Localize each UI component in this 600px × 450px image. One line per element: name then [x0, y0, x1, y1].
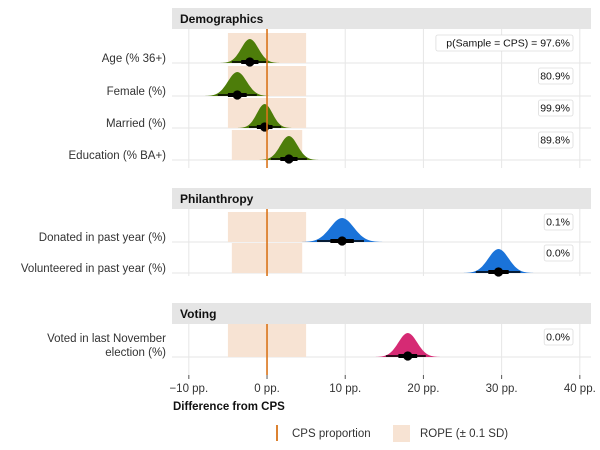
median-point — [493, 267, 504, 277]
probability-label: 89.8% — [540, 135, 570, 147]
panel-title: Philanthropy — [180, 192, 254, 206]
probability-box — [435, 34, 574, 52]
density-voted-in-last-november-election- — [370, 333, 446, 357]
panel-strip — [172, 188, 591, 209]
panel-strip — [172, 8, 591, 29]
probability-box — [538, 67, 574, 85]
median-point — [403, 351, 413, 361]
row: Volunteered in past year (%) 0.0% — [21, 244, 574, 277]
panel-philanthropy: Philanthropy Donated in past year (%) 0.1%… — [21, 188, 591, 277]
row-label: Age (% 36+) — [102, 53, 166, 65]
row-label: Donated in past year (%) — [39, 232, 166, 244]
row: Married (%) 99.9% — [106, 99, 574, 132]
x-tick-label: 20 pp. — [407, 383, 439, 395]
density-volunteered-in-past-year- — [457, 249, 540, 273]
probability-box — [538, 99, 574, 117]
row: Voted in last November election (%) 0.0% — [47, 328, 574, 361]
row: Age (% 36+) p(Sample = CPS) = 97.6% — [102, 34, 574, 67]
row-label: Married (%) — [106, 118, 166, 130]
probability-label: 0.1% — [546, 217, 570, 229]
x-tick-label: 30 pp. — [486, 383, 518, 395]
probability-label: 99.9% — [540, 103, 570, 115]
median-point — [245, 57, 255, 67]
density-education-ba- — [254, 136, 324, 160]
panel-title: Demographics — [180, 12, 264, 26]
median-point — [284, 154, 294, 164]
x-axis-title: Difference from CPS — [173, 401, 285, 413]
median-point — [337, 236, 347, 246]
probability-label: 80.9% — [540, 71, 570, 83]
panel-demographics: Demographics Age (% 36+) p(Sample = CPS) =… — [69, 8, 591, 164]
probability-label: 0.0% — [546, 332, 570, 344]
row: Female (%) 80.9% — [107, 67, 574, 100]
density-age-36- — [215, 39, 285, 63]
row: Donated in past year (%) 0.1% — [39, 213, 574, 246]
panel-title: Voting — [180, 307, 216, 321]
legend-cps-label: CPS proportion — [292, 428, 371, 440]
legend-rope-label: ROPE (± 0.1 SD) — [420, 428, 508, 440]
median-point — [260, 122, 270, 132]
x-axis: −10 pp. 0 pp. 10 pp. 20 pp. 30 pp. 40 pp. Diff… — [169, 375, 596, 413]
x-tick-label: 40 pp. — [564, 383, 596, 395]
row-label: Education (% BA+) — [69, 150, 167, 162]
row-label: Volunteered in past year (%) — [21, 263, 166, 275]
legend-rope-swatch — [393, 425, 410, 442]
x-tick-label: 10 pp. — [329, 383, 361, 395]
probability-box — [538, 131, 574, 149]
probability-label: p(Sample = CPS) = 97.6% — [446, 38, 570, 50]
probability-box — [543, 328, 574, 346]
panel-strip — [172, 303, 591, 324]
x-tick-label: −10 pp. — [169, 383, 208, 395]
panels: Demographics Age (% 36+) p(Sample = CPS) =… — [21, 8, 591, 361]
row-label: Female (%) — [107, 86, 167, 98]
legend: CPS proportion ROPE (± 0.1 SD) — [276, 425, 508, 442]
row-label: Voted in last November — [47, 333, 166, 345]
panel-voting: Voting Voted in last November election (%)… — [47, 303, 591, 361]
density-donated-in-past-year- — [295, 218, 390, 242]
probability-label: 0.0% — [546, 248, 570, 260]
density-female- — [199, 72, 275, 96]
probability-box — [543, 213, 574, 231]
x-tick-label: 0 pp. — [254, 383, 280, 395]
row: Education (% BA+) 89.8% — [69, 131, 574, 164]
density-married- — [233, 104, 296, 128]
row-label: election (%) — [105, 347, 166, 359]
probability-box — [543, 244, 574, 262]
median-point — [232, 90, 242, 100]
